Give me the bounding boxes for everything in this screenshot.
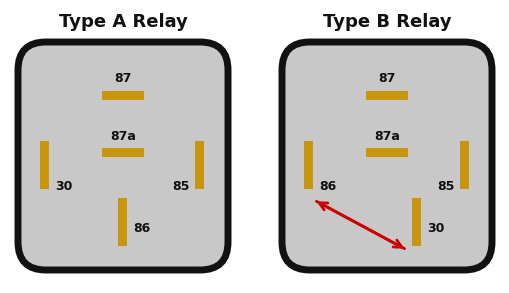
Text: 85: 85	[172, 180, 190, 193]
Bar	[102, 147, 144, 156]
Bar	[118, 198, 127, 246]
Text: 30: 30	[426, 222, 443, 234]
Text: Type B Relay: Type B Relay	[322, 13, 450, 31]
Text: 87: 87	[378, 72, 395, 86]
Bar	[365, 147, 407, 156]
Bar	[412, 198, 420, 246]
Bar	[195, 141, 204, 189]
Text: 85: 85	[437, 180, 454, 193]
Text: 87a: 87a	[373, 130, 399, 142]
Text: 87a: 87a	[110, 130, 136, 142]
Bar	[460, 141, 469, 189]
Text: 30: 30	[55, 180, 72, 193]
Bar	[304, 141, 313, 189]
Text: 86: 86	[318, 180, 335, 193]
Text: 87: 87	[114, 72, 131, 86]
FancyBboxPatch shape	[18, 42, 228, 270]
Bar	[102, 91, 144, 100]
Bar	[365, 91, 407, 100]
FancyBboxPatch shape	[281, 42, 491, 270]
Bar	[40, 141, 49, 189]
Text: Type A Relay: Type A Relay	[59, 13, 187, 31]
Text: 86: 86	[133, 222, 150, 234]
